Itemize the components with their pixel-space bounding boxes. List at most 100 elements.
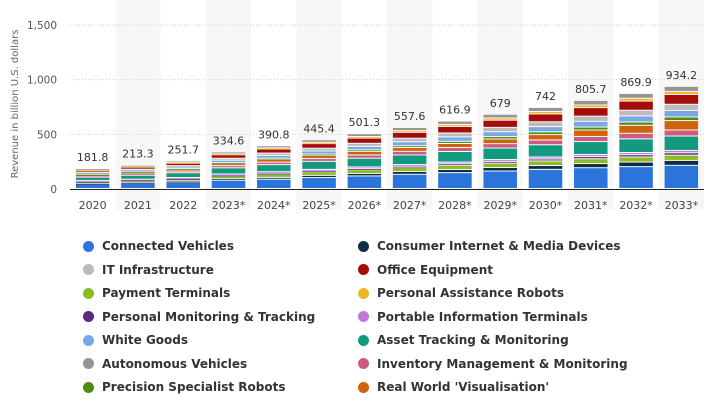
legend-item[interactable]: Portable Information Terminals	[358, 308, 658, 326]
bar-segment	[438, 133, 472, 137]
legend-label: Connected Vehicles	[102, 239, 234, 253]
bar-segment	[574, 168, 608, 188]
bar-segment	[121, 167, 155, 169]
bar-segment	[392, 174, 427, 188]
legend-item[interactable]: Payment Terminals	[83, 284, 358, 302]
bar-segment	[483, 144, 517, 148]
x-tick-label: 2025*	[302, 199, 336, 212]
bar-segment	[302, 140, 336, 142]
bar-segment	[166, 178, 200, 179]
bar-segment	[302, 151, 336, 154]
bar-segment	[664, 91, 699, 94]
bar-segment	[347, 137, 382, 138]
x-tick-label: 2031*	[574, 199, 608, 212]
bar-segment	[75, 169, 110, 170]
bar-segment	[483, 168, 517, 171]
bar-segment	[619, 125, 653, 133]
stacked-bar-chart: 0 500 1,000 1,500 Revenue in billion U.S. d…	[10, 0, 704, 212]
bar-segment	[257, 172, 291, 174]
legend-item[interactable]: White Goods	[83, 331, 358, 349]
bar-segment	[392, 142, 427, 146]
legend-dot-icon	[358, 381, 369, 393]
bar-segment	[257, 165, 291, 172]
bar-segment	[257, 153, 291, 155]
bar-segment	[257, 162, 291, 165]
bar-segment	[75, 182, 110, 184]
bar-segment	[438, 173, 472, 188]
bar-segment	[574, 116, 608, 121]
legend-item[interactable]: Autonomous Vehicles	[83, 355, 358, 373]
bar-segment	[257, 146, 291, 148]
legend-item[interactable]: Asset Tracking & Monitoring	[358, 331, 658, 349]
data-label: 251.7	[167, 143, 199, 156]
bar-segment	[574, 142, 608, 154]
bar-segment	[211, 180, 246, 188]
bar-segment	[392, 128, 427, 131]
bar-segment	[392, 148, 427, 151]
legend-label: Consumer Internet & Media Devices	[377, 239, 621, 253]
bar-segment	[166, 167, 200, 169]
legend-item[interactable]: Personal Monitoring & Tracking	[83, 308, 358, 326]
bar-segment	[121, 169, 155, 171]
data-label: 557.6	[394, 110, 426, 123]
legend-item[interactable]: Personal Assistance Robots	[358, 284, 658, 302]
bar-segment	[347, 168, 382, 170]
bar-stack	[347, 134, 382, 188]
x-tick-label: 2021	[124, 199, 152, 212]
bar-segment	[664, 130, 699, 136]
y-tick-label: 0	[50, 184, 57, 196]
bar-segment	[528, 166, 563, 169]
bar-segment	[121, 170, 155, 172]
bar-segment	[211, 163, 246, 164]
bar-segment	[392, 151, 427, 155]
bar-segment	[574, 154, 608, 157]
x-tick-label: 2023*	[212, 199, 246, 212]
legend-item[interactable]: Inventory Management & Monitoring	[358, 355, 658, 373]
legend-item[interactable]: Precision Specialist Robots	[83, 378, 358, 396]
bar-stack	[392, 128, 427, 188]
bar-stack	[166, 161, 200, 188]
bar-segment	[257, 149, 291, 153]
legend-label: Inventory Management & Monitoring	[377, 356, 628, 371]
bar-segment	[619, 139, 653, 153]
total-data-labels: 181.8 213.3 251.7 334.6 390.8 445.4 501.3 557.6…	[77, 69, 697, 164]
bar-segment	[664, 165, 699, 188]
bar-stack	[664, 86, 699, 188]
bar-segment	[257, 173, 291, 175]
legend-label: Office Equipment	[377, 262, 493, 277]
bar-segment	[574, 136, 608, 142]
bar-segment	[619, 122, 653, 125]
data-label: 181.8	[77, 151, 109, 164]
data-label: 390.8	[258, 128, 290, 141]
legend-item[interactable]: IT Infrastructure	[83, 261, 358, 279]
legend-item[interactable]: Connected Vehicles	[83, 237, 358, 255]
bar-segment	[438, 164, 472, 166]
data-label: 501.3	[349, 116, 381, 129]
bar-segment	[664, 136, 699, 150]
bar-segment	[528, 140, 563, 145]
data-label: 934.2	[666, 69, 698, 82]
bar-segment	[483, 114, 517, 118]
legend-item[interactable]: Real World 'Visualisation'	[358, 378, 658, 396]
bar-segment	[166, 169, 200, 171]
bar-segment	[347, 146, 382, 150]
bar-segment	[574, 159, 608, 164]
legend-item[interactable]: Office Equipment	[358, 261, 658, 279]
bar-segment	[483, 160, 517, 161]
bar-segment	[75, 181, 110, 182]
bar-segment	[347, 167, 382, 169]
bar-segment	[121, 172, 155, 174]
legend: Connected Vehicles Consumer Internet & Me…	[83, 237, 703, 396]
bar-segment	[257, 155, 291, 158]
category-band	[296, 0, 342, 210]
bar-segment	[75, 170, 110, 172]
bar-segment	[619, 101, 653, 110]
bar-segment	[166, 181, 200, 183]
bar-segment	[392, 155, 427, 165]
bar-segment	[664, 86, 699, 91]
legend-item[interactable]: Consumer Internet & Media Devices	[358, 237, 658, 255]
bar-segment	[619, 157, 653, 162]
bar-segment	[619, 162, 653, 167]
bar-segment	[75, 183, 110, 185]
x-tick-label: 2026*	[348, 199, 382, 212]
